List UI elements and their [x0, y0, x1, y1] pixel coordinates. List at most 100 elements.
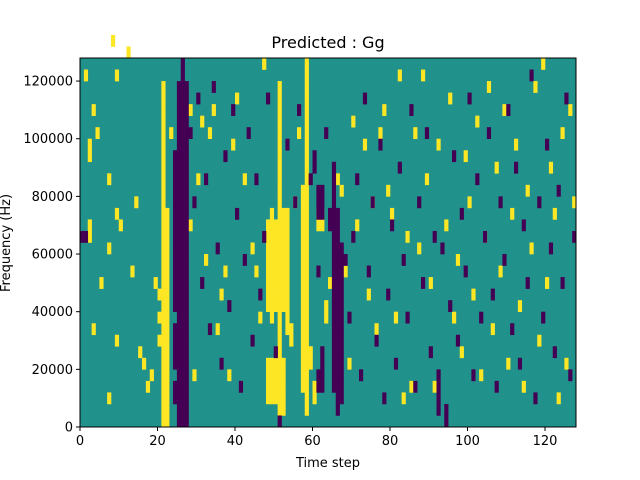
- heatmap-cell-high: [304, 254, 309, 266]
- heatmap-cell-high: [308, 357, 313, 370]
- heatmap-cell-low: [335, 242, 340, 255]
- heatmap-cell-high: [273, 369, 278, 382]
- heatmap-cell-high: [266, 230, 271, 243]
- heatmap-cell-low: [176, 242, 182, 255]
- heatmap-cell-high: [266, 254, 271, 266]
- heatmap-cell-high: [572, 196, 577, 209]
- heatmap-cell-high: [506, 357, 511, 370]
- heatmap-cell-low: [184, 334, 189, 347]
- heatmap-cell-high: [277, 230, 282, 243]
- heatmap-cell-low: [176, 334, 182, 347]
- heatmap-cell-low: [436, 403, 441, 416]
- heatmap-cell-high: [161, 369, 166, 382]
- heatmap-cell-low: [184, 115, 189, 128]
- heatmap-cell-low: [219, 357, 224, 370]
- heatmap-cell-high: [254, 265, 259, 278]
- heatmap-cell-high: [269, 300, 275, 312]
- heatmap-cell-high: [393, 311, 399, 324]
- heatmap-cell-high: [300, 219, 306, 232]
- heatmap-cell-high: [165, 219, 170, 232]
- heatmap-cell-high: [161, 323, 166, 336]
- heatmap-cell-high: [262, 58, 267, 70]
- heatmap-cell-high: [285, 323, 290, 336]
- heatmap-cell-high: [285, 288, 290, 301]
- heatmap-cell-high: [269, 207, 275, 220]
- heatmap-cell-low: [335, 323, 340, 336]
- heatmap-cell-high: [300, 288, 306, 301]
- heatmap-cell-high: [424, 173, 430, 186]
- heatmap-cell-low: [173, 288, 178, 301]
- heatmap-cell-high: [401, 392, 406, 405]
- heatmap-cell-high: [281, 242, 286, 255]
- heatmap-cell-low: [331, 277, 337, 289]
- heatmap-cell-low: [382, 392, 387, 405]
- heatmap-cell-low: [510, 323, 515, 336]
- heatmap-cell-low: [560, 277, 565, 289]
- heatmap-cell-low: [173, 230, 178, 243]
- heatmap-cell-low: [176, 207, 182, 220]
- heatmap-cell-high: [266, 242, 271, 255]
- heatmap-cell-high: [281, 230, 286, 243]
- heatmap-cell-low: [335, 380, 340, 393]
- heatmap-cell-high: [324, 300, 329, 312]
- heatmap-cell-low: [545, 138, 550, 151]
- heatmap-cell-low: [339, 380, 344, 393]
- heatmap-cell-low: [297, 104, 302, 116]
- heatmap-cell-low: [331, 196, 337, 209]
- heatmap-cell-high: [161, 81, 166, 93]
- heatmap-cell-high: [444, 219, 449, 232]
- heatmap-cell-high: [304, 323, 309, 336]
- x-axis-label: Time step: [295, 456, 360, 471]
- heatmap-cell-low: [262, 230, 267, 243]
- heatmap-cell-low: [455, 334, 461, 347]
- heatmap-cell-low: [173, 150, 178, 163]
- heatmap-cell-high: [161, 207, 166, 220]
- heatmap-cell-low: [320, 369, 325, 382]
- heatmap-cell-high: [165, 311, 170, 324]
- heatmap-cell-high: [211, 104, 216, 116]
- heatmap-cell-high: [118, 219, 123, 232]
- heatmap-cell-high: [300, 242, 306, 255]
- heatmap-cell-low: [475, 173, 480, 186]
- heatmap-cell-high: [273, 380, 278, 393]
- heatmap-cell-high: [114, 334, 120, 347]
- heatmap-cell-low: [448, 300, 453, 312]
- heatmap-cell-high: [289, 323, 294, 336]
- heatmap-cell-high: [277, 254, 282, 266]
- heatmap-cell-high: [459, 346, 464, 359]
- heatmap-cell-high: [161, 230, 166, 243]
- heatmap-cell-low: [339, 311, 344, 324]
- heatmap-cell-high: [157, 334, 162, 347]
- heatmap-cell-low: [173, 242, 178, 255]
- heatmap-cell-low: [351, 230, 356, 243]
- heatmap-cell-high: [308, 346, 313, 359]
- heatmap-cell-low: [180, 254, 185, 266]
- heatmap-cell-high: [277, 207, 282, 220]
- heatmap-cell-low: [339, 334, 344, 347]
- heatmap-cell-low: [320, 184, 325, 197]
- heatmap-cell-high: [304, 300, 309, 312]
- heatmap-cell-high: [304, 127, 309, 140]
- heatmap-cell-high: [165, 288, 170, 301]
- heatmap-cell-high: [525, 184, 530, 197]
- heatmap-cell-low: [537, 196, 542, 209]
- heatmap-cell-low: [176, 265, 182, 278]
- heatmap-cell-high: [149, 369, 154, 382]
- heatmap-cell-high: [285, 277, 290, 289]
- heatmap-cell-low: [180, 173, 185, 186]
- heatmap-cell-low: [401, 254, 406, 266]
- heatmap-cell-low: [324, 127, 329, 140]
- heatmap-cell-low: [242, 254, 247, 266]
- heatmap-cell-low: [463, 265, 468, 278]
- heatmap-cell-low: [277, 415, 282, 428]
- heatmap-cell-low: [176, 196, 182, 209]
- x-tick-label: 60: [304, 434, 321, 449]
- heatmap-cell-high: [161, 403, 166, 416]
- heatmap-cell-high: [200, 115, 205, 128]
- heatmap-cell-low: [173, 207, 178, 220]
- heatmap-cell-high: [165, 346, 170, 359]
- heatmap-cell-low: [366, 265, 371, 278]
- heatmap-cell-high: [304, 104, 309, 116]
- heatmap-cell-high: [494, 161, 499, 174]
- heatmap-cell-low: [180, 150, 185, 163]
